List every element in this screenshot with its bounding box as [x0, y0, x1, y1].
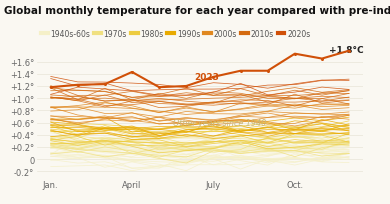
Text: 2023: 2023 — [195, 73, 219, 82]
Text: +1.8°C: +1.8°C — [330, 46, 364, 55]
Text: Other years since 1940: Other years since 1940 — [173, 119, 266, 127]
Text: Global monthly temperature for each year compared with pre-industrial levels: Global monthly temperature for each year… — [4, 6, 390, 16]
Legend: 1940s-60s, 1970s, 1980s, 1990s, 2000s, 2010s, 2020s: 1940s-60s, 1970s, 1980s, 1990s, 2000s, 2… — [41, 30, 310, 39]
